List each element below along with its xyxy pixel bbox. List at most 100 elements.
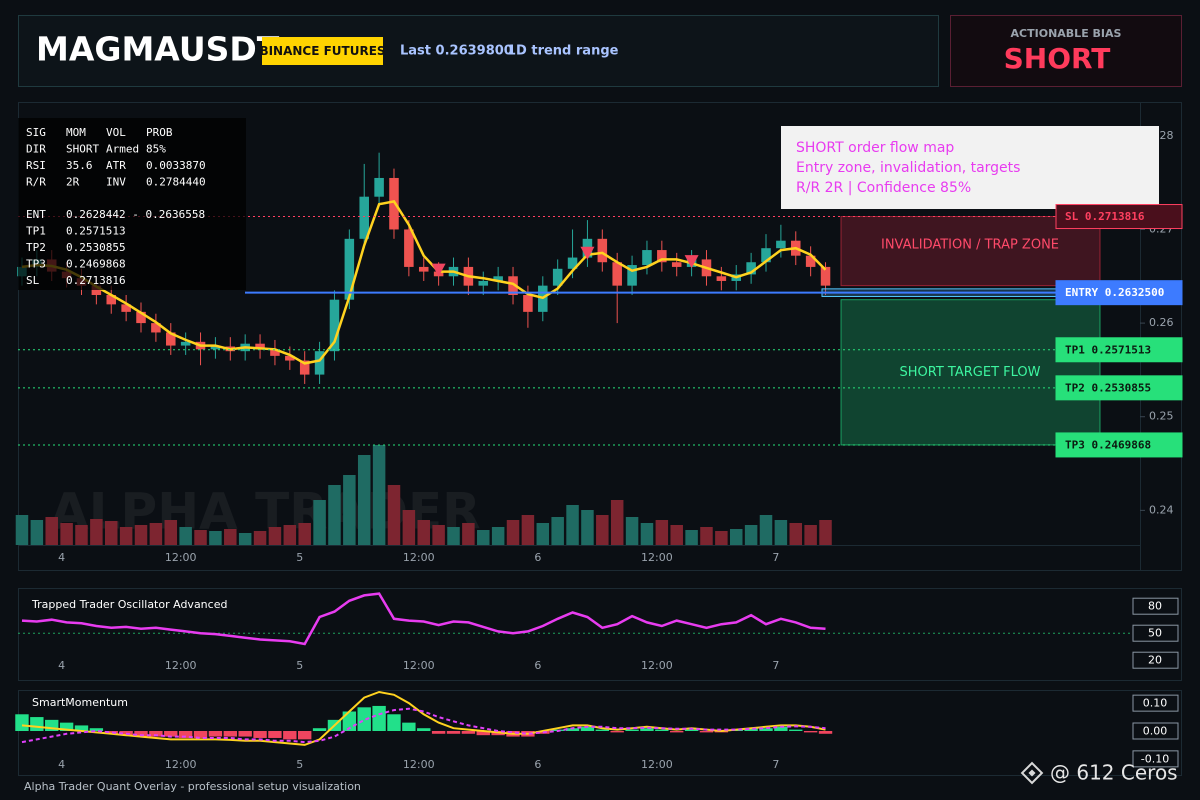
momentum-bar <box>580 726 595 731</box>
info-cell: 0.2469868 <box>66 258 126 271</box>
candle-body <box>389 177 399 230</box>
volume-bar <box>343 475 356 545</box>
overlay-layer: SHORT order flow map Entry zone, invalid… <box>18 118 1183 458</box>
volume-bar <box>119 527 133 545</box>
volume-bar <box>149 523 163 545</box>
volume-bar <box>60 523 73 545</box>
momentum-bar <box>655 729 669 731</box>
volume-bar <box>30 520 44 545</box>
momentum-bar <box>431 731 446 734</box>
volume-bar <box>283 525 297 545</box>
candle-body <box>121 304 131 312</box>
x-tick-label: 12:00 <box>641 551 673 564</box>
panel-title: SmartMomentum <box>32 696 128 709</box>
y-tick-label: 0.26 <box>1149 316 1174 329</box>
momentum-bar <box>268 731 282 738</box>
exchange: BINANCE FUTURES <box>259 44 385 58</box>
zone-label: SHORT TARGET FLOW <box>900 365 1041 380</box>
level-tag-label: SL 0.2713816 <box>1065 210 1145 223</box>
momentum-bar <box>595 729 610 731</box>
x-tick-label: 12:00 <box>165 659 197 672</box>
candle-body <box>805 255 816 267</box>
info-cell: 85% <box>146 143 166 156</box>
candle-body <box>344 238 355 300</box>
momentum-bar <box>446 731 461 734</box>
level-tag <box>1055 204 1183 230</box>
momentum-bar <box>149 731 163 737</box>
candle-body <box>493 276 503 281</box>
candle-body <box>210 346 221 350</box>
info-table-bg <box>18 118 246 290</box>
level-tag <box>1055 432 1183 458</box>
zone <box>840 299 1101 446</box>
info-cell: 0.2628442 - 0.2636558 <box>66 208 205 221</box>
volume-bar <box>551 517 564 545</box>
momentum-bar <box>208 731 223 737</box>
sell-signal <box>431 263 446 277</box>
x-tick-label: 5 <box>296 758 303 771</box>
x-tick-label: 6 <box>534 758 541 771</box>
volume-bar <box>298 523 311 545</box>
x-tick-label: 4 <box>58 551 65 564</box>
callout-line: SHORT order flow map <box>796 140 954 156</box>
momentum-bar <box>357 707 371 731</box>
momentum-bar <box>134 731 148 737</box>
info-cell: 0.2713816 <box>66 274 126 287</box>
volume-bar <box>357 455 371 545</box>
info-cell: 35.6 <box>66 159 93 172</box>
level-tag-label: TP1 0.2571513 <box>1065 343 1151 356</box>
volume-bar <box>45 517 58 545</box>
candle-body <box>299 360 310 375</box>
x-tick-label: 12:00 <box>403 659 435 672</box>
candle-body <box>255 343 265 350</box>
y-tick-label: 0.25 <box>1149 410 1174 423</box>
momentum-bar <box>803 731 818 733</box>
momentum-bar <box>312 728 327 731</box>
level-tag <box>1055 280 1183 306</box>
candle-body <box>597 238 608 263</box>
y-tick-label: 0.00 <box>1143 725 1168 738</box>
momentum-bar <box>476 731 490 736</box>
volume-bar <box>402 510 416 545</box>
footer: Alpha Trader Quant Overlay - professiona… <box>24 780 361 793</box>
volume-bar <box>566 505 579 545</box>
momentum-bar <box>104 731 118 734</box>
momentum-bar <box>610 731 624 733</box>
volume-bar <box>685 530 698 545</box>
candle-body <box>657 250 667 263</box>
info-cell: INV <box>106 176 126 189</box>
volume-bar <box>105 521 118 545</box>
volume-bar <box>477 530 490 545</box>
volume-bar <box>700 527 713 545</box>
x-tick-label: 12:00 <box>403 758 435 771</box>
momentum-bar <box>164 731 178 737</box>
x-tick-label: 12:00 <box>403 551 435 564</box>
candle-body <box>91 285 102 296</box>
info-cell: DIR <box>26 143 46 156</box>
info-cell: RSI <box>26 159 46 172</box>
volume-bar <box>90 519 103 545</box>
candle-body <box>567 257 578 269</box>
level-tag-label: TP3 0.2469868 <box>1065 438 1151 451</box>
x-tick-label: 12:00 <box>165 758 197 771</box>
volume-bar <box>462 523 475 545</box>
info-cell: TP1 <box>26 225 46 238</box>
volume-bar <box>417 520 430 545</box>
momentum-bar <box>461 731 476 734</box>
y-tick-label: -0.10 <box>1141 752 1169 765</box>
volume-bar <box>729 529 743 545</box>
volume-bar <box>432 525 445 545</box>
momentum-bar <box>387 714 401 731</box>
momentum-bar <box>223 731 237 737</box>
volume-bar <box>759 515 773 545</box>
y-tick-box <box>1132 694 1179 712</box>
volume-bar <box>387 485 401 545</box>
y-tick-box <box>1132 750 1179 768</box>
volume-bar <box>75 525 88 545</box>
x-tick-label: 4 <box>58 758 65 771</box>
y-tick-label: 0.10 <box>1143 697 1168 710</box>
candle-body <box>478 280 489 286</box>
info-cell: ATR <box>106 159 126 172</box>
header-panel <box>18 15 939 87</box>
